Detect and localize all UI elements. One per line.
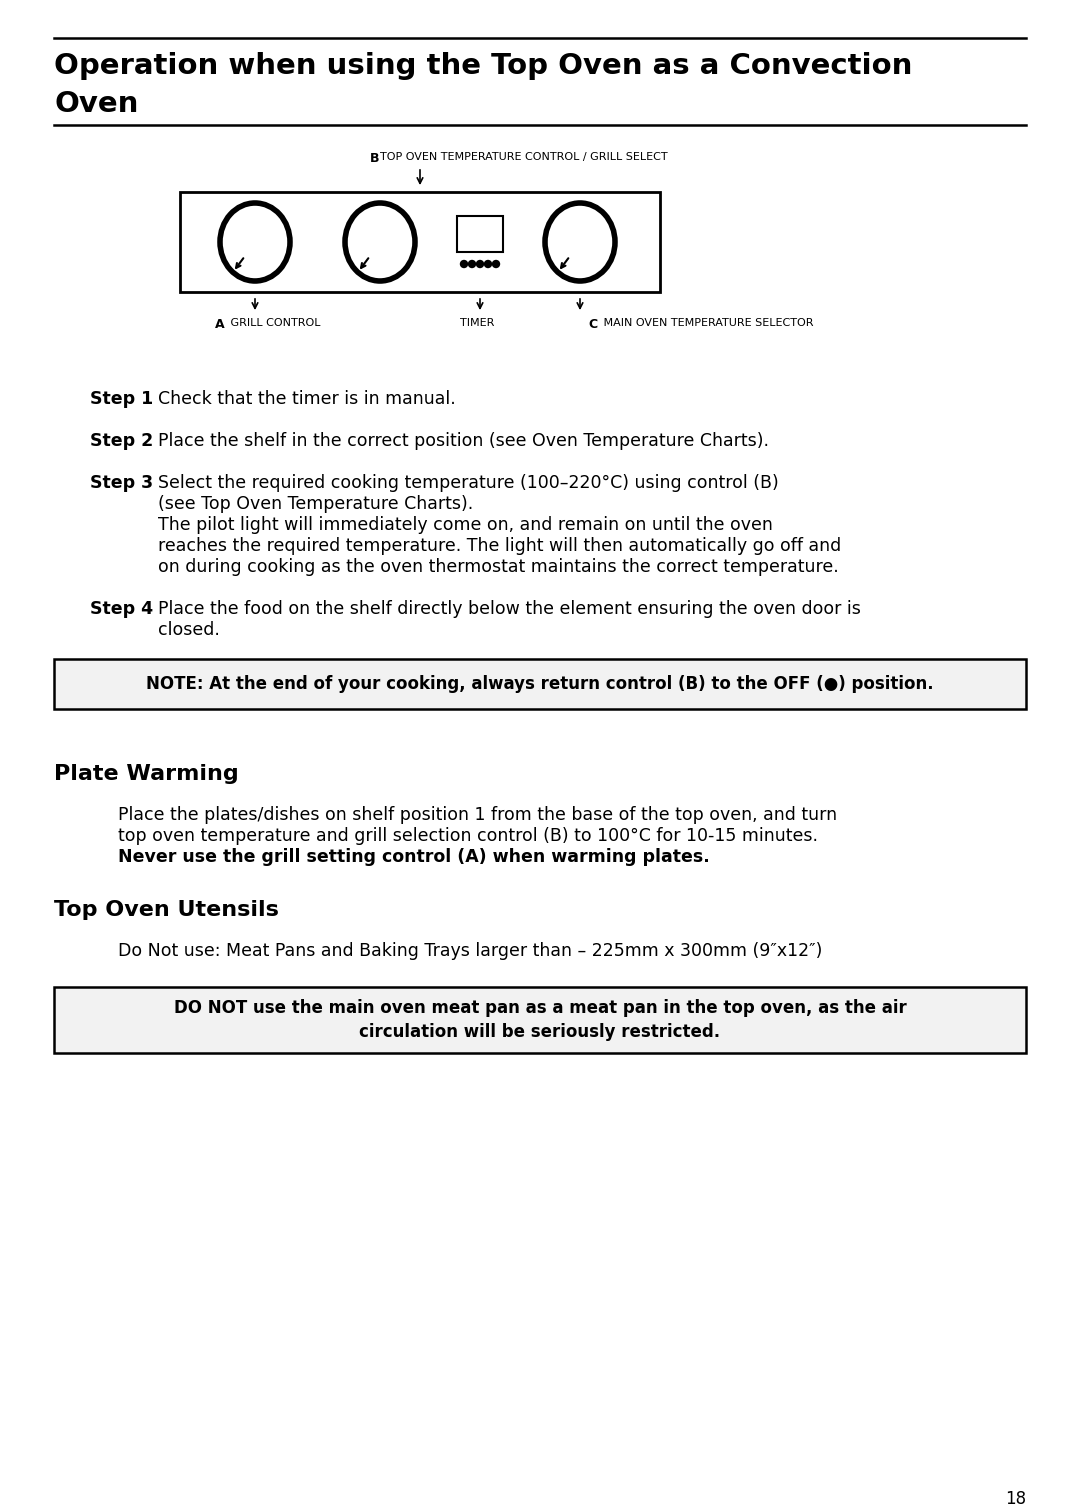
Text: Plate Warming: Plate Warming xyxy=(54,765,239,784)
Text: DO NOT use the main oven meat pan as a meat pan in the top oven, as the air: DO NOT use the main oven meat pan as a m… xyxy=(174,999,906,1017)
Text: closed.: closed. xyxy=(158,621,220,639)
Text: TIMER: TIMER xyxy=(460,317,495,328)
FancyBboxPatch shape xyxy=(54,987,1026,1053)
Circle shape xyxy=(485,260,491,267)
Ellipse shape xyxy=(345,202,415,281)
FancyBboxPatch shape xyxy=(54,659,1026,709)
Text: Step 1: Step 1 xyxy=(90,390,153,408)
Text: B: B xyxy=(370,153,379,165)
FancyBboxPatch shape xyxy=(457,216,503,252)
Text: The pilot light will immediately come on, and remain on until the oven: The pilot light will immediately come on… xyxy=(158,515,773,533)
Text: top oven temperature and grill selection control (B) to 100°C for 10-15 minutes.: top oven temperature and grill selection… xyxy=(118,827,818,845)
Text: Operation when using the Top Oven as a Convection: Operation when using the Top Oven as a C… xyxy=(54,51,913,80)
Text: Oven: Oven xyxy=(54,91,138,118)
Ellipse shape xyxy=(545,202,615,281)
Text: 18: 18 xyxy=(1004,1490,1026,1508)
Ellipse shape xyxy=(220,202,291,281)
Circle shape xyxy=(460,260,468,267)
Text: Select the required cooking temperature (100–220°C) using control (B): Select the required cooking temperature … xyxy=(158,474,779,493)
Circle shape xyxy=(492,260,499,267)
Text: TOP OVEN TEMPERATURE CONTROL / GRILL SELECT: TOP OVEN TEMPERATURE CONTROL / GRILL SEL… xyxy=(380,153,667,162)
Text: Place the shelf in the correct position (see Oven Temperature Charts).: Place the shelf in the correct position … xyxy=(158,432,769,450)
Text: A: A xyxy=(215,317,225,331)
Circle shape xyxy=(469,260,475,267)
Text: NOTE: At the end of your cooking, always return control (B) to the OFF (●) posit: NOTE: At the end of your cooking, always… xyxy=(146,675,934,694)
Text: Step 2: Step 2 xyxy=(90,432,153,450)
Text: (see Top Oven Temperature Charts).: (see Top Oven Temperature Charts). xyxy=(158,496,473,514)
Text: Do Not use: Meat Pans and Baking Trays larger than – 225mm x 300mm (9″x12″): Do Not use: Meat Pans and Baking Trays l… xyxy=(118,941,822,959)
Text: Place the plates/dishes on shelf position 1 from the base of the top oven, and t: Place the plates/dishes on shelf positio… xyxy=(118,805,837,823)
Text: Never use the grill setting control (A) when warming plates.: Never use the grill setting control (A) … xyxy=(118,848,710,866)
Text: MAIN OVEN TEMPERATURE SELECTOR: MAIN OVEN TEMPERATURE SELECTOR xyxy=(600,317,813,328)
Text: Step 3: Step 3 xyxy=(90,474,153,493)
Text: Check that the timer is in manual.: Check that the timer is in manual. xyxy=(158,390,456,408)
Circle shape xyxy=(476,260,484,267)
Text: Step 4: Step 4 xyxy=(90,600,153,618)
Text: C: C xyxy=(588,317,597,331)
Text: on during cooking as the oven thermostat maintains the correct temperature.: on during cooking as the oven thermostat… xyxy=(158,558,839,576)
Text: reaches the required temperature. The light will then automatically go off and: reaches the required temperature. The li… xyxy=(158,536,841,555)
Text: Top Oven Utensils: Top Oven Utensils xyxy=(54,901,279,920)
Text: Place the food on the shelf directly below the element ensuring the oven door is: Place the food on the shelf directly bel… xyxy=(158,600,861,618)
Text: circulation will be seriously restricted.: circulation will be seriously restricted… xyxy=(360,1023,720,1041)
Text: GRILL CONTROL: GRILL CONTROL xyxy=(227,317,321,328)
FancyBboxPatch shape xyxy=(180,192,660,292)
